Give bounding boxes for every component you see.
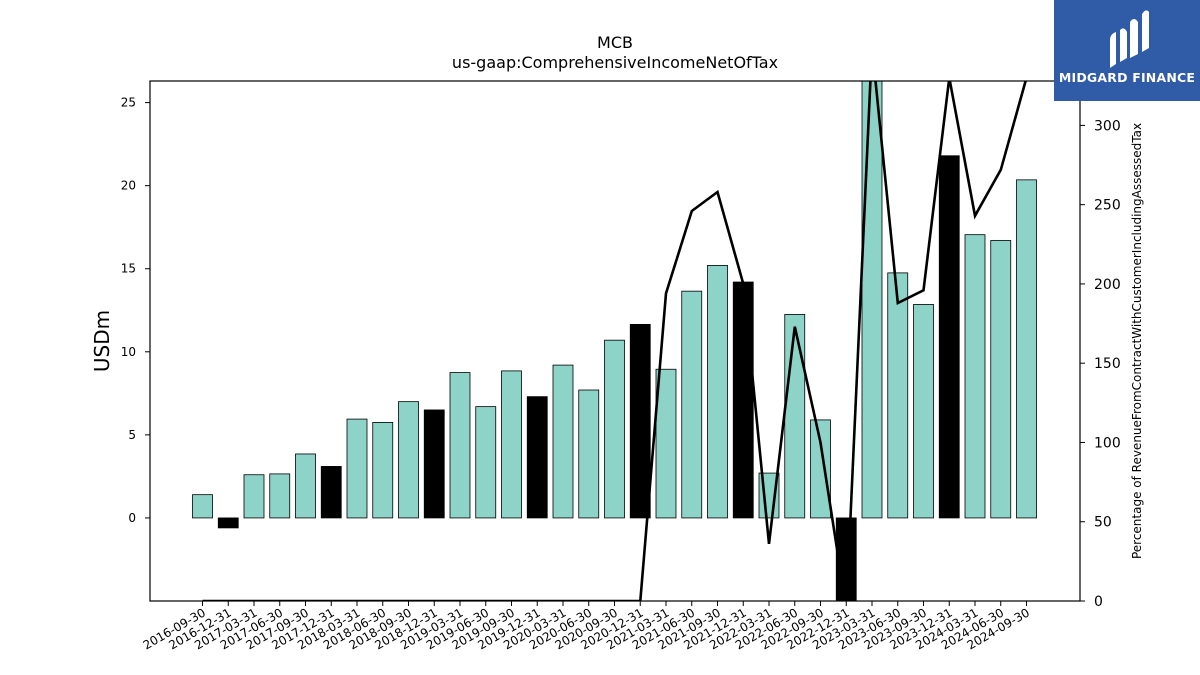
bar-2018-06-30 <box>372 422 394 519</box>
bar-2016-09-30 <box>192 494 213 519</box>
bar-2024-09-30 <box>1016 179 1037 519</box>
bar-2017-12-31 <box>320 466 342 519</box>
bar-2024-03-31 <box>964 234 986 519</box>
bar-2020-03-31 <box>552 364 574 519</box>
bar-2017-09-30 <box>295 453 316 519</box>
y2-tick-label: 300 <box>1094 118 1121 134</box>
bar-2023-03-31 <box>861 81 883 519</box>
bar-2019-09-30 <box>501 370 522 519</box>
y2-tick-label: 250 <box>1094 198 1121 214</box>
bar-2021-06-30 <box>681 290 703 519</box>
bar-2016-12-31 <box>217 517 239 529</box>
bar-2021-03-31 <box>655 368 677 519</box>
bar-2020-12-31 <box>629 323 651 519</box>
bar-2019-03-31 <box>449 372 471 519</box>
bar-2020-06-30 <box>578 389 600 519</box>
y-axis-right: 0 50 100 150 200 250 300 <box>1080 118 1121 610</box>
y2-tick-label: 50 <box>1094 515 1112 531</box>
bar-2021-12-31 <box>732 281 754 519</box>
y-tick-label: 0 <box>128 511 136 525</box>
brand-logo: MIDGARD FINANCE <box>1054 0 1200 101</box>
y-tick-label: 25 <box>121 96 136 110</box>
bar-2024-06-30 <box>990 240 1012 519</box>
line-path <box>202 81 1027 601</box>
logo-mark-icon <box>1110 10 1149 68</box>
bar-2018-12-31 <box>423 409 445 519</box>
bar-2023-06-30 <box>887 272 909 519</box>
y-axis-label: USDm <box>90 310 114 372</box>
logo-text: MIDGARD FINANCE <box>1058 70 1196 85</box>
y-tick-label: 5 <box>128 428 136 442</box>
bar-2021-09-30 <box>707 265 728 519</box>
bar-2023-12-31 <box>938 155 960 519</box>
y2-tick-label: 200 <box>1094 277 1121 293</box>
y-axis-left: 0 5 10 15 20 25 <box>121 96 150 525</box>
bar-2022-09-30 <box>810 419 831 519</box>
y-tick-label: 20 <box>121 179 136 193</box>
bar-2018-03-31 <box>346 418 368 519</box>
bar-2020-09-30 <box>604 339 625 519</box>
bar-2023-09-30 <box>913 304 934 519</box>
bar-2017-06-30 <box>269 473 291 519</box>
bar-2019-12-31 <box>526 396 548 519</box>
y2-tick-label: 100 <box>1094 435 1121 451</box>
bar-2022-06-30 <box>784 314 806 519</box>
bar-2017-03-31 <box>243 474 265 519</box>
y-tick-label: 15 <box>121 262 136 276</box>
bar-2019-06-30 <box>475 406 497 519</box>
y-tick-label: 10 <box>121 345 136 359</box>
bar-series <box>192 81 1037 601</box>
chart-subtitle: us-gaap:ComprehensiveIncomeNetOfTax <box>452 53 778 72</box>
chart-title: MCB <box>597 33 633 52</box>
x-axis: 2016-09-302016-12-312017-03-312017-06-30… <box>141 601 1032 652</box>
y2-tick-label: 150 <box>1094 356 1121 372</box>
y2-tick-label: 0 <box>1094 594 1103 610</box>
line-series <box>202 81 1027 601</box>
y2-axis-label: Percentage of RevenueFromContractWithCus… <box>1130 123 1144 559</box>
bar-2018-09-30 <box>398 401 419 519</box>
